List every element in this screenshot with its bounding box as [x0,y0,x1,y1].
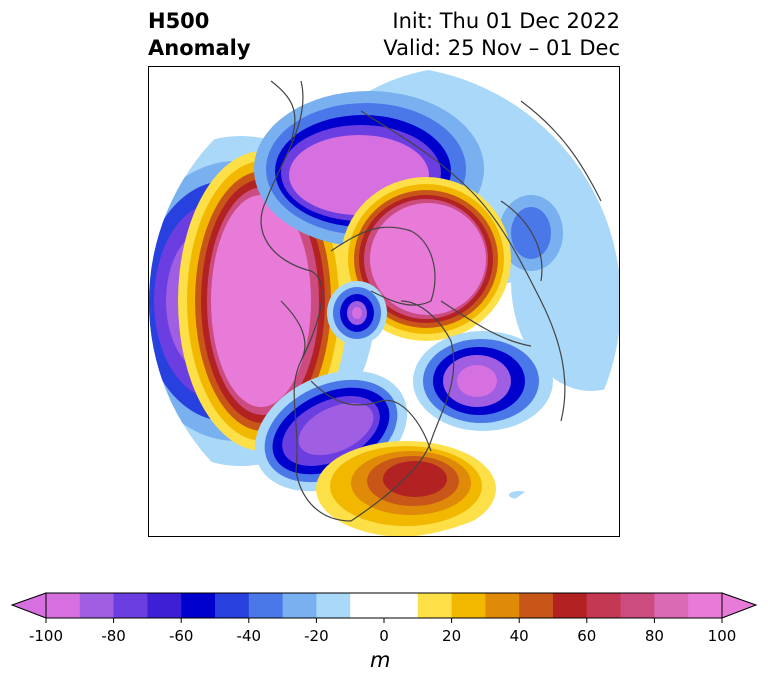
colorbar-tick-label: -100 [29,627,63,645]
colorbar-cell [215,593,250,618]
colorbar-cell [417,593,453,618]
colorbar-tick-label: 40 [510,627,529,645]
colorbar-cell [350,593,385,618]
colorbar-cell [485,593,520,618]
anomaly-map [149,67,619,536]
colorbar-cell [620,593,655,618]
colorbar-under-arrow [10,592,47,619]
colorbar-cell [248,593,284,618]
colorbar-cell [113,593,148,618]
colorbar: -100 -80 -60 -40 -20 0 20 40 60 80 100 [0,580,768,680]
colorbar-cell [79,593,115,618]
colorbar-cell [688,593,723,618]
colorbar-cell [654,593,689,618]
coastlines [260,80,602,522]
colorbar-unit-label: m [370,648,391,672]
valid-range: Valid: 25 Nov – 01 Dec [383,36,620,60]
colorbar-cell [384,593,419,618]
title-left: H500 Anomaly [148,8,251,62]
colorbar-cell [46,593,81,618]
colorbar-tick-label: -80 [101,627,126,645]
colorbar-cell [519,593,554,618]
colorbar-cell [316,593,351,618]
title-variable: H500 [148,9,210,33]
colorbar-svg: -100 -80 -60 -40 -20 0 20 40 60 80 100 [10,592,758,645]
colorbar-tick-label: 80 [645,627,664,645]
init-time: Init: Thu 01 Dec 2022 [392,9,620,33]
title-subtitle: Anomaly [148,36,251,60]
colorbar-cell [147,593,182,618]
colorbar-cell [586,593,622,618]
colorbar-tick-label: 100 [708,627,737,645]
colorbar-tick-label: -40 [237,627,262,645]
colorbar-tick-label: 60 [577,627,596,645]
colorbar-over-arrow [721,592,758,619]
colorbar-cell [282,593,317,618]
colorbar-tick-label: -20 [304,627,329,645]
colorbar-cell [181,593,216,618]
colorbar-cell [553,593,588,618]
colorbar-tick-label: 0 [379,627,389,645]
map-panel [148,66,620,537]
anomaly-field [149,67,619,536]
colorbar-tick-label: 20 [442,627,461,645]
colorbar-cell [451,593,486,618]
title-right: Init: Thu 01 Dec 2022 Valid: 25 Nov – 01… [383,8,620,62]
colorbar-tick-label: -60 [169,627,194,645]
